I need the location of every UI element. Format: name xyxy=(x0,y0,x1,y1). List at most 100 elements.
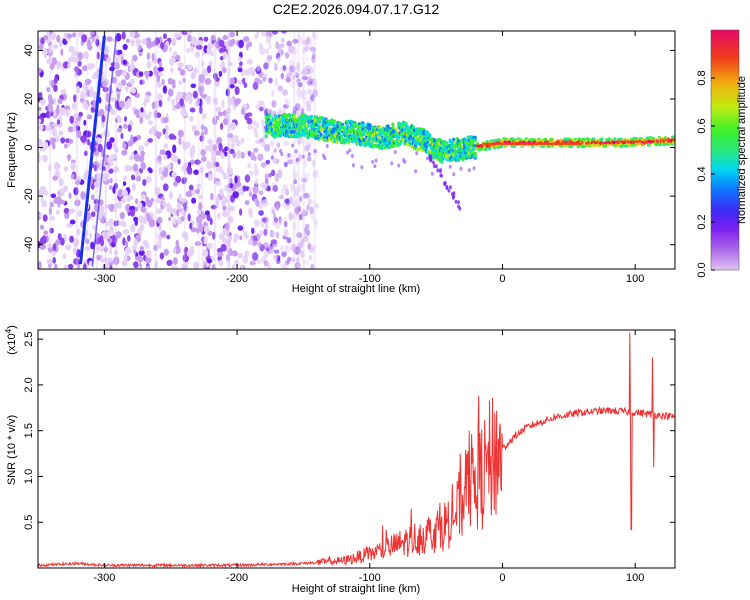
noise-speckle xyxy=(305,143,311,151)
noise-speckle xyxy=(163,33,167,40)
noise-speckle xyxy=(118,49,123,55)
noise-speckle xyxy=(281,31,287,34)
noise-speckle xyxy=(283,261,288,269)
noise-streak xyxy=(293,31,296,269)
noise-speckle xyxy=(150,197,155,203)
noise-speckle xyxy=(204,78,212,85)
noise-speckle xyxy=(113,256,120,266)
noise-speckle xyxy=(210,192,214,201)
noise-speckle xyxy=(224,222,230,230)
noise-speckle xyxy=(265,221,269,230)
noise-speckle xyxy=(59,187,65,197)
ridge-mark xyxy=(387,137,391,142)
noise-speckle xyxy=(303,45,309,52)
noise-speckle xyxy=(180,198,187,203)
noise-speckle xyxy=(72,246,77,255)
noise-speckle xyxy=(226,240,231,248)
noise-speckle xyxy=(101,114,106,123)
noise-speckle xyxy=(53,162,61,171)
noise-speckle xyxy=(178,137,182,146)
noise-speckle xyxy=(221,210,228,218)
noise-streak xyxy=(86,31,88,269)
noise-speckle xyxy=(307,156,312,162)
noise-speckle xyxy=(312,31,316,39)
noise-speckle xyxy=(254,178,258,186)
noise-speckle xyxy=(57,98,63,105)
x-tick-label: -100 xyxy=(359,273,381,285)
ridge-mark xyxy=(491,139,495,143)
noise-speckle xyxy=(63,166,69,172)
noise-speckle xyxy=(309,78,314,85)
noise-speckle xyxy=(186,47,190,54)
noise-speckle xyxy=(300,251,305,258)
noise-speckle xyxy=(185,191,191,197)
noise-speckle xyxy=(267,186,271,192)
noise-speckle xyxy=(306,204,310,211)
noise-speckle xyxy=(126,98,131,107)
noise-speckle xyxy=(191,188,196,196)
noise-speckle xyxy=(216,198,220,208)
ridge-spread xyxy=(448,164,452,169)
noise-speckle xyxy=(309,247,315,253)
noise-speckle xyxy=(301,208,306,215)
noise-speckle xyxy=(120,220,126,226)
noise-speckle xyxy=(46,259,53,265)
noise-speckle xyxy=(273,148,278,154)
noise-speckle xyxy=(206,45,212,55)
noise-speckle xyxy=(306,37,310,46)
noise-speckle xyxy=(50,193,57,199)
ridge-mark xyxy=(513,138,517,142)
noise-speckle xyxy=(154,260,158,269)
ridge-mark xyxy=(355,141,359,146)
noise-speckle xyxy=(277,85,283,92)
noise-speckle xyxy=(243,186,250,192)
noise-speckle xyxy=(281,251,287,258)
ridge-mark xyxy=(519,138,523,142)
noise-speckle xyxy=(300,89,307,97)
noise-speckle xyxy=(199,135,204,142)
noise-speckle xyxy=(252,81,259,90)
noise-speckle xyxy=(122,69,127,77)
noise-speckle xyxy=(39,212,43,218)
noise-speckle xyxy=(144,242,150,249)
noise-speckle xyxy=(314,31,319,40)
noise-speckle xyxy=(179,98,184,107)
noise-speckle xyxy=(227,248,233,257)
noise-speckle xyxy=(160,41,165,50)
noise-speckle xyxy=(307,198,312,206)
noise-speckle xyxy=(214,161,220,167)
noise-speckle xyxy=(297,137,301,145)
noise-speckle xyxy=(193,125,197,131)
ridge-mark xyxy=(304,118,308,123)
noise-speckle xyxy=(297,37,304,46)
noise-speckle xyxy=(110,108,115,116)
noise-speckle xyxy=(241,137,245,144)
ridge-spread xyxy=(295,157,299,162)
noise-speckle xyxy=(166,259,173,266)
y-tick-label: 0.5 xyxy=(23,515,35,530)
noise-speckle xyxy=(127,124,132,132)
noise-speckle xyxy=(38,43,44,50)
ridge-mark xyxy=(619,145,623,149)
noise-speckle xyxy=(148,120,153,125)
noise-speckle xyxy=(151,101,157,110)
ridge-mark xyxy=(354,124,358,129)
noise-speckle xyxy=(154,37,160,46)
ridge-mark xyxy=(500,145,504,149)
noise-speckle xyxy=(39,186,47,192)
noise-speckle xyxy=(247,238,253,246)
ridge-mark xyxy=(391,122,395,127)
noise-speckle xyxy=(186,166,190,173)
noise-speckle xyxy=(248,58,253,66)
ridge-mark xyxy=(473,138,477,143)
noise-speckle xyxy=(222,50,228,60)
noise-speckle xyxy=(304,144,311,150)
noise-speckle xyxy=(286,159,293,165)
echo-line xyxy=(78,35,106,265)
noise-speckle xyxy=(162,183,169,192)
noise-speckle xyxy=(42,214,48,222)
colorbar-tick-label: 0.6 xyxy=(696,118,708,133)
noise-speckle xyxy=(181,208,185,216)
noise-speckle xyxy=(234,86,240,95)
noise-speckle xyxy=(143,100,147,108)
